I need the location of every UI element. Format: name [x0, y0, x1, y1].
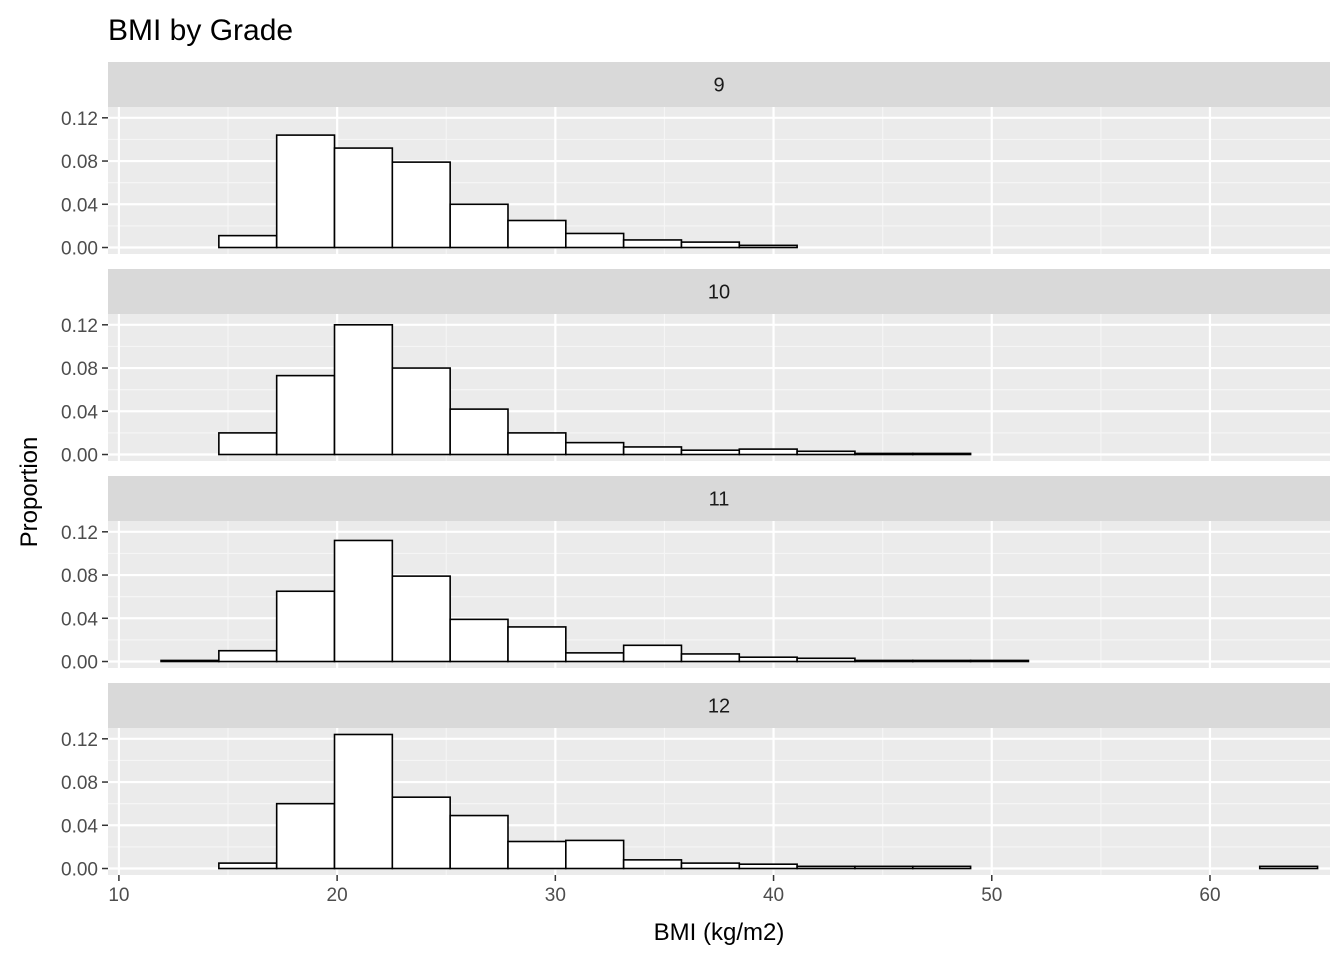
histogram-bar [391, 575, 451, 663]
histogram-bar [507, 432, 567, 456]
histogram-bar [854, 452, 914, 456]
histogram-bars [218, 134, 798, 249]
histogram-bar [218, 862, 278, 870]
histogram-bar [565, 652, 625, 663]
histogram-bar [275, 374, 336, 456]
y-tick-label: 0.12 [61, 523, 98, 544]
facet-grade-10: 10 0.00 0.04 0.08 0.12 [61, 269, 1330, 467]
histogram-bar [680, 449, 741, 456]
y-tick-label: 0.04 [61, 402, 98, 423]
histogram-bar [622, 446, 683, 456]
histogram-bar [218, 649, 278, 663]
y-tick-label: 0.00 [61, 653, 98, 674]
histogram-bars [218, 733, 1319, 870]
facet-grade-12: 12 0.00 0.04 0.08 0.12 [61, 683, 1330, 881]
histogram-bar [680, 653, 741, 663]
y-tick-label: 0.04 [61, 195, 98, 216]
histogram-bar [738, 656, 798, 663]
histogram-bar [333, 147, 394, 249]
y-tick-label: 0.12 [61, 109, 98, 130]
facet-grade-9: 9 0.00 0.04 0.08 0.12 [61, 62, 1330, 260]
histogram-bar [796, 450, 856, 456]
x-axis-title: BMI (kg/m2) [654, 919, 785, 946]
histogram-bars [160, 539, 1030, 663]
facet-strip-label: 12 [708, 696, 730, 718]
y-tick-label: 0.08 [61, 359, 98, 380]
facet-strip [108, 62, 1330, 107]
histogram-bar [507, 626, 567, 663]
x-tick-label: 60 [1199, 885, 1220, 906]
histogram-bar [449, 408, 509, 456]
histogram-bar [796, 657, 856, 663]
histogram-bar [507, 840, 567, 870]
y-tick-label: 0.00 [61, 239, 98, 260]
histogram-bar [507, 219, 567, 249]
x-tick-label: 50 [981, 885, 1002, 906]
histogram-bar [449, 618, 509, 663]
histogram-bar [622, 239, 683, 249]
y-tick-label: 0.04 [61, 609, 98, 630]
histogram-bar [738, 244, 798, 249]
histogram-bar [565, 441, 625, 456]
y-tick-label: 0.12 [61, 316, 98, 337]
histogram-bar [1258, 865, 1319, 870]
y-tick-label: 0.08 [61, 773, 98, 794]
histogram-bar [738, 863, 798, 870]
histogram-bar [391, 796, 451, 870]
histogram-bar [391, 367, 451, 456]
histogram-bar [218, 234, 278, 249]
y-tick-label: 0.04 [61, 816, 98, 837]
y-tick-label: 0.00 [61, 860, 98, 881]
histogram-bar [333, 539, 394, 663]
y-tick-label: 0.08 [61, 566, 98, 587]
x-tick-label: 20 [327, 885, 348, 906]
y-tick-label: 0.00 [61, 446, 98, 467]
facet-strip [108, 683, 1330, 728]
histogram-bar [969, 659, 1030, 663]
facet-grade-11: 11 0.00 0.04 0.08 0.12 [61, 476, 1330, 674]
histogram-bar [218, 432, 278, 456]
histogram-bar [796, 865, 856, 870]
histogram-bar [275, 802, 336, 870]
histogram-bar [738, 448, 798, 456]
x-tick-label: 40 [763, 885, 784, 906]
x-tick-label: 30 [545, 885, 566, 906]
histogram-bar [854, 865, 914, 870]
histogram-bar [680, 241, 741, 249]
histogram-bar [391, 161, 451, 249]
histogram-bar [911, 659, 972, 663]
facet-strip-label: 9 [713, 75, 724, 97]
x-tick-label: 10 [108, 885, 129, 906]
x-axis: 10 20 30 40 50 60 [108, 875, 1221, 906]
facet-strip-label: 11 [709, 489, 730, 511]
facet-panels: 9 0.00 0.04 0.08 0.12 10 0.00 0.04 0.08 0.12 11 0.0… [61, 62, 1330, 881]
histogram-bar [911, 452, 972, 456]
y-tick-label: 0.08 [61, 152, 98, 173]
histogram-bar [622, 644, 683, 663]
histogram-bar [160, 659, 220, 663]
histogram-bar [449, 814, 509, 870]
histogram-bar [449, 203, 509, 249]
facet-strip-label: 10 [708, 282, 730, 304]
histogram-bar [911, 865, 972, 870]
y-axis-title: Proportion [16, 437, 43, 548]
y-tick-label: 0.12 [61, 730, 98, 751]
histogram-bar [622, 859, 683, 870]
histogram-bars [218, 324, 972, 456]
facet-strip [108, 476, 1330, 521]
histogram-bar [565, 839, 625, 870]
histogram-bar [333, 733, 394, 870]
chart-title: BMI by Grade [108, 14, 293, 47]
histogram-bar [680, 862, 741, 870]
histogram-bar [275, 134, 336, 249]
facet-strip [108, 269, 1330, 314]
histogram-bar [333, 324, 394, 456]
histogram-bar [275, 590, 336, 663]
histogram-bar [565, 232, 625, 249]
histogram-bar [854, 659, 914, 663]
